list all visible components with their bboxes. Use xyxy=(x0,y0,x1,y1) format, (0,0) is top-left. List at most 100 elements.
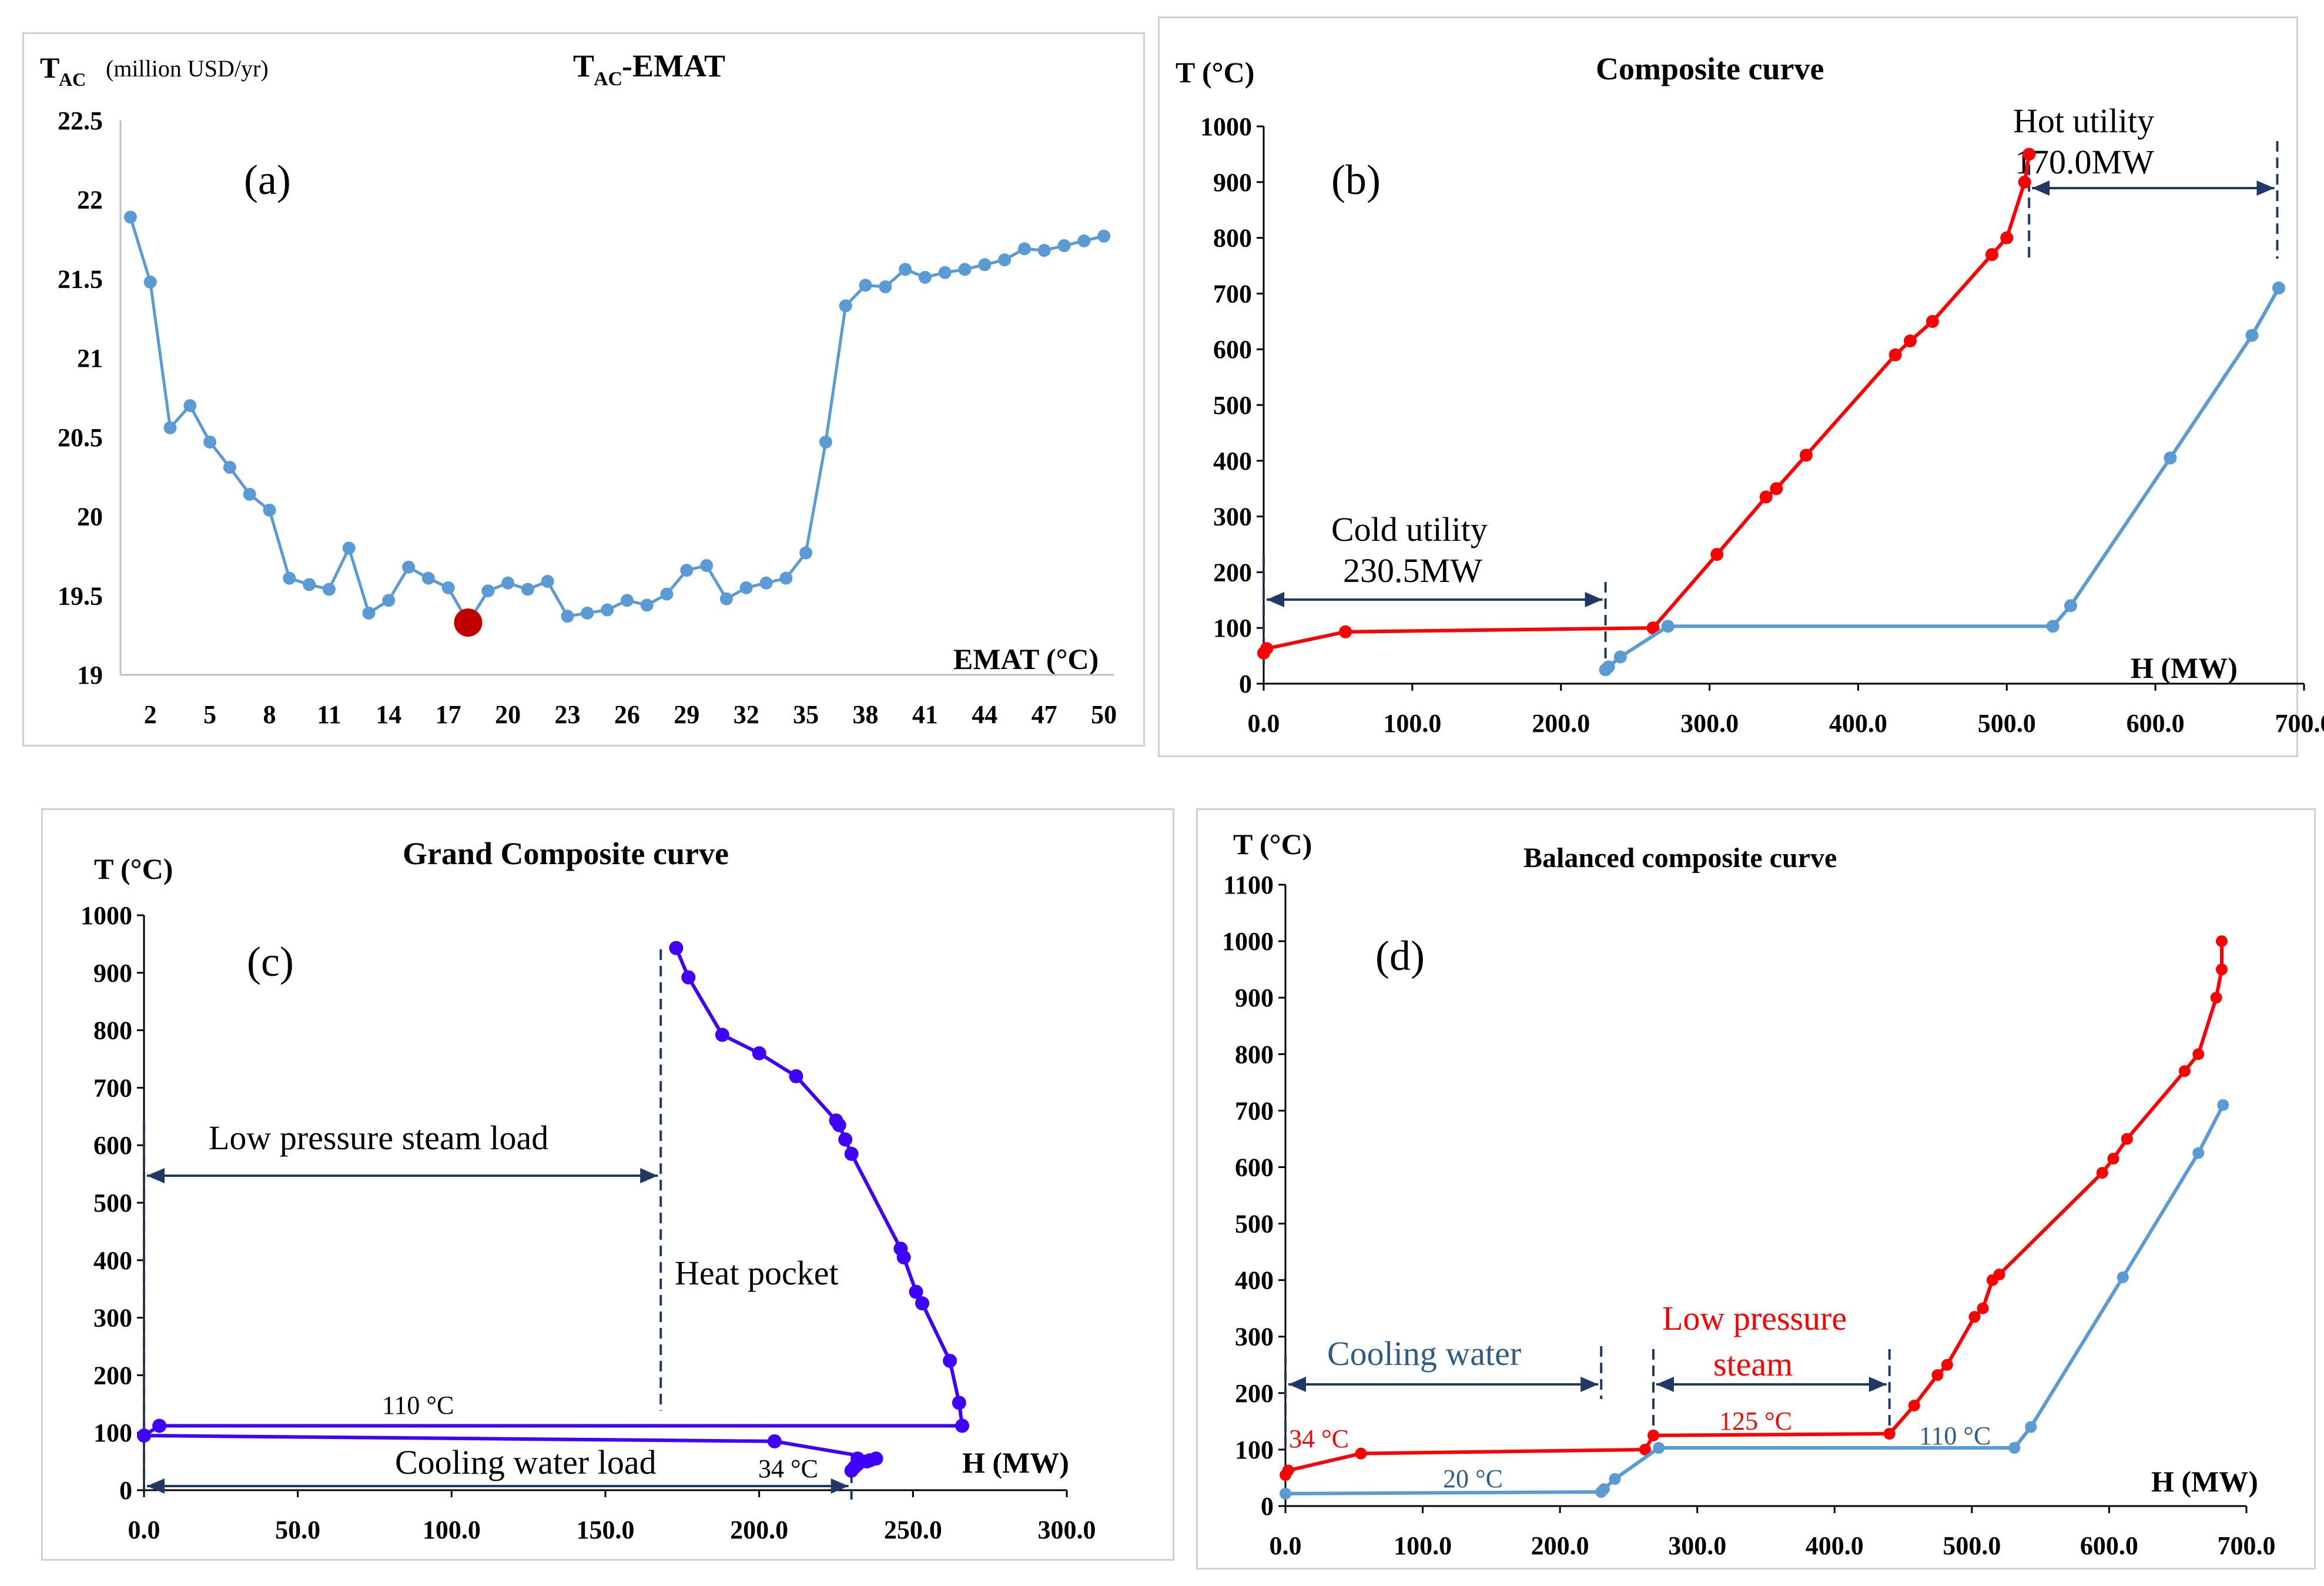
b-data-point xyxy=(1903,334,1917,347)
a-data-point xyxy=(719,592,733,605)
c-data-point xyxy=(869,1451,883,1466)
d-ytick-label: 700 xyxy=(1235,1096,1274,1125)
a-xtick-label: 35 xyxy=(793,700,819,729)
c-ytick-label: 100 xyxy=(93,1418,132,1447)
c-data-point xyxy=(829,1113,843,1128)
b-cold-utility-arrow-head-right xyxy=(1585,592,1603,607)
a-data-point xyxy=(183,399,197,412)
a-data-point xyxy=(362,606,376,620)
d-data-point xyxy=(1280,1487,1291,1500)
d-data-point xyxy=(1931,1369,1944,1381)
b-cold-utility-arrow-head-left xyxy=(1267,592,1284,607)
a-xtick-label: 8 xyxy=(263,700,276,729)
c-xtick-label: 300.0 xyxy=(1038,1515,1096,1544)
d-xlabel: H (MW) xyxy=(2151,1465,2258,1498)
b-data-point xyxy=(2000,231,2014,245)
d-ytick-label: 900 xyxy=(1235,983,1274,1012)
b-xtick-label: 0.0 xyxy=(1248,709,1280,738)
b-ytick-label: 800 xyxy=(1213,224,1252,253)
panel-d xyxy=(1196,808,2316,1570)
d-xtick-label: 600.0 xyxy=(2080,1531,2138,1560)
a-data-point xyxy=(759,576,773,590)
b-ytick-label: 400 xyxy=(1213,447,1252,476)
d-ytick-label: 1000 xyxy=(1222,927,1274,956)
c-ytick-label: 400 xyxy=(93,1246,132,1275)
a-xtick-label: 26 xyxy=(614,700,640,729)
d-ytick-label: 500 xyxy=(1235,1210,1274,1239)
c-data-point xyxy=(909,1284,923,1299)
d-xtick-label: 400.0 xyxy=(1806,1531,1864,1560)
b-data-point xyxy=(1710,548,1724,561)
d-xtick-label: 300.0 xyxy=(1668,1531,1726,1560)
a-data-point xyxy=(739,581,753,594)
d-data-point xyxy=(1598,1483,1610,1495)
b-data-point xyxy=(1661,620,1675,633)
d-t110: 110 °C xyxy=(1919,1421,1991,1450)
d-data-point xyxy=(2096,1167,2108,1179)
a-data-point xyxy=(799,546,813,560)
c-data-point xyxy=(915,1296,930,1311)
d-t34: 34 °C xyxy=(1289,1424,1349,1453)
b-ytick-label: 200 xyxy=(1213,558,1252,587)
a-data-point xyxy=(521,583,534,596)
a-xtick-label: 32 xyxy=(734,700,759,729)
a-data-point xyxy=(263,503,276,517)
d-data-point xyxy=(2215,935,2228,948)
a-data-point xyxy=(1057,239,1071,252)
a-data-point xyxy=(918,270,932,284)
a-data-point xyxy=(441,581,455,594)
c-ytick-label: 1000 xyxy=(81,901,132,930)
d-lp-steam-2: steam xyxy=(1713,1345,1793,1383)
b-data-point xyxy=(1759,490,1773,504)
d-data-point xyxy=(1977,1302,1989,1314)
b-cold-utility-value: 230.5MW xyxy=(1343,551,1482,590)
a-data-point xyxy=(322,583,336,596)
b-data-point xyxy=(2046,620,2060,633)
b-data-point xyxy=(2018,175,2031,189)
b-ytick-label: 500 xyxy=(1213,391,1252,420)
d-data-point xyxy=(1609,1473,1621,1485)
b-data-point xyxy=(1799,449,1813,462)
c-data-point xyxy=(715,1028,729,1042)
b-ytick-label: 100 xyxy=(1213,614,1252,643)
d-data-point xyxy=(2217,1099,2229,1111)
c-ytick-label: 500 xyxy=(93,1189,132,1217)
b-data-point xyxy=(1888,348,1902,362)
a-data-point xyxy=(1097,229,1111,243)
c-title: Grand Composite curve xyxy=(403,836,729,871)
a-ytick-label: 22.5 xyxy=(58,106,103,135)
b-xtick-label: 100.0 xyxy=(1383,709,1441,738)
a-ytick-label: 21.5 xyxy=(58,265,103,293)
b-ylabel: T (°C) xyxy=(1176,56,1254,89)
d-t20: 20 °C xyxy=(1443,1464,1503,1493)
d-ytick-label: 100 xyxy=(1235,1436,1274,1464)
c-data-point xyxy=(137,1428,151,1443)
c-heat-pocket: Heat pocket xyxy=(675,1254,839,1292)
d-series-line-0 xyxy=(1284,941,2223,1476)
d-data-point xyxy=(2121,1133,2133,1145)
c-xtick-label: 250.0 xyxy=(884,1515,942,1544)
c-data-point xyxy=(752,1046,766,1060)
c-data-point xyxy=(838,1132,853,1147)
b-xtick-label: 500.0 xyxy=(1978,709,2036,738)
d-data-point xyxy=(2215,963,2228,976)
b-ytick-label: 600 xyxy=(1213,335,1252,364)
a-data-point xyxy=(421,571,435,585)
a-data-point xyxy=(640,598,654,612)
d-ytick-label: 0 xyxy=(1261,1492,1274,1521)
a-data-point xyxy=(143,275,157,289)
a-data-point xyxy=(998,253,1012,267)
b-ytick-label: 300 xyxy=(1213,503,1252,531)
d-xtick-label: 700.0 xyxy=(2218,1531,2276,1560)
d-ylabel: T (°C) xyxy=(1233,828,1312,861)
c-ytick-label: 200 xyxy=(93,1361,132,1390)
a-data-point xyxy=(879,280,892,293)
b-title: Composite curve xyxy=(1596,51,1824,86)
c-ytick-label: 900 xyxy=(93,959,132,988)
c-ytick-label: 300 xyxy=(93,1304,132,1333)
a-data-point xyxy=(561,610,574,623)
b-data-point xyxy=(2245,329,2259,342)
b-hot-utility-arrow-head-left xyxy=(2032,180,2050,196)
a-data-point xyxy=(501,576,515,590)
